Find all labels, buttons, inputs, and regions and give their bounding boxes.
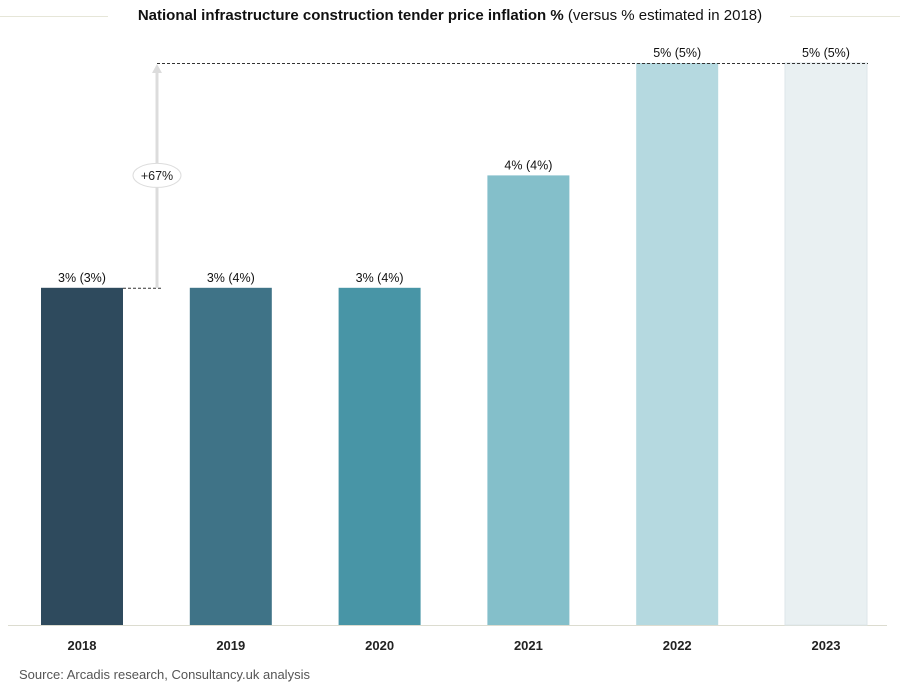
growth-arrow-head [152,64,162,73]
chart-title: National infrastructure construction ten… [0,4,900,28]
x-tick-2020: 2020 [365,638,394,653]
bar-2023 [784,62,868,626]
x-tick-2022: 2022 [663,638,692,653]
title-rule-right [790,16,900,17]
source-note: Source: Arcadis research, Consultancy.uk… [19,667,310,682]
bar-2021 [487,175,570,625]
bar-2020 [338,287,421,625]
x-tick-2019: 2019 [216,638,245,653]
x-tick-2023: 2023 [812,638,841,653]
data-label-2019: 3% (4%) [207,271,255,285]
title-text: National infrastructure construction ten… [0,7,900,24]
title-rule-left [0,16,108,17]
growth-badge-text: +67% [141,169,173,183]
growth-badge [132,162,182,188]
title-sub: (versus % estimated in 2018) [567,7,763,24]
bar-2018 [41,287,123,625]
bar-2019 [189,287,272,625]
bar-chart: 3% (3%) 2018 3% (4%) 2019 3% (4%) 2020 4% (4%)… [8,46,887,653]
data-label-2020: 3% (4%) [356,271,404,285]
data-label-2021: 4% (4%) [504,158,552,172]
x-tick-2018: 2018 [68,638,97,653]
title-main: National infrastructure construction ten… [137,7,564,24]
data-label-2018: 3% (3%) [58,271,106,285]
data-label-2022: 5% (5%) [653,46,701,60]
data-label-2023: 5% (5%) [802,46,850,60]
bar-2022 [636,63,719,625]
x-tick-2021: 2021 [514,638,543,653]
